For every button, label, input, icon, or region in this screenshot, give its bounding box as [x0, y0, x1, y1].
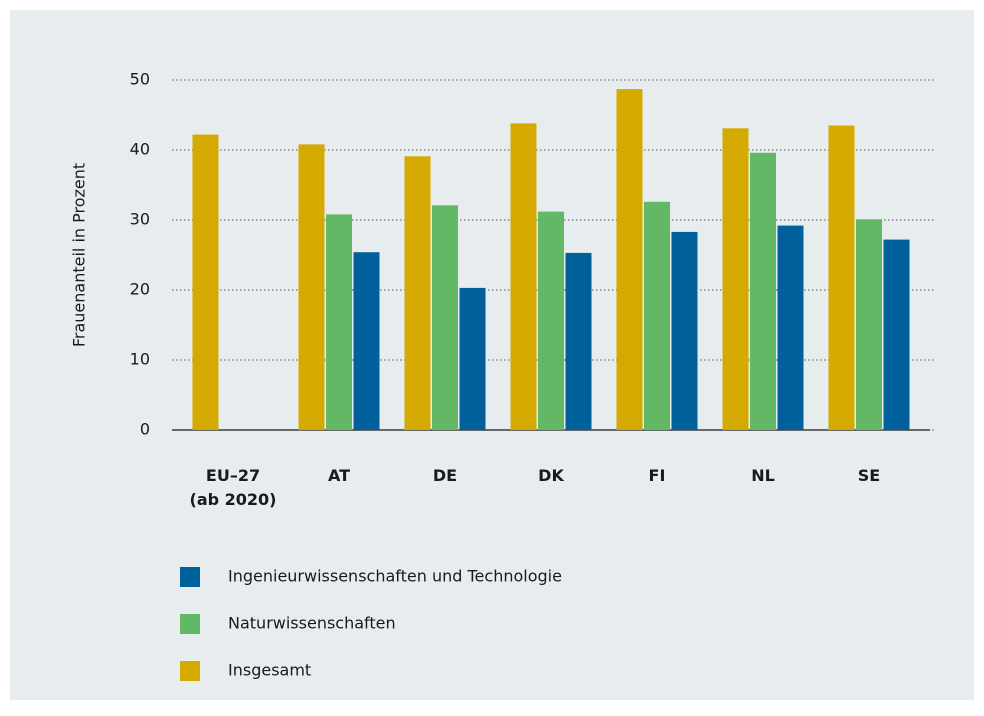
- legend-label: Ingenieurwissenschaften und Technologie: [228, 567, 562, 586]
- y-tick-label: 10: [130, 350, 150, 369]
- x-tick-label: AT: [327, 466, 351, 485]
- x-tick-label: NL: [751, 466, 775, 485]
- bar: [750, 152, 776, 431]
- y-axis-label: Frauenanteil in Prozent: [70, 163, 89, 347]
- legend-label: Naturwissenschaften: [228, 614, 396, 633]
- x-tick-label: SE: [857, 466, 881, 485]
- y-tick-label: 50: [130, 70, 150, 89]
- bar: [404, 156, 431, 431]
- panel: [10, 10, 974, 700]
- bar: [353, 252, 380, 430]
- bar: [777, 225, 804, 430]
- bar: [538, 211, 564, 430]
- bar: [616, 89, 643, 430]
- y-tick-label: 0: [140, 420, 150, 439]
- bar: [828, 125, 855, 430]
- legend-swatch: [180, 567, 200, 587]
- bar: [856, 219, 882, 430]
- x-tick-label: DE: [432, 466, 458, 485]
- bar: [298, 144, 325, 430]
- x-tick-label: DK: [538, 466, 564, 485]
- bar: [459, 287, 486, 430]
- y-tick-label: 40: [130, 140, 150, 159]
- legend-swatch: [180, 614, 200, 634]
- bar: [883, 239, 910, 430]
- bar: [722, 128, 749, 431]
- bar: [644, 201, 670, 430]
- bar: [671, 231, 698, 430]
- bar: [326, 214, 352, 430]
- bar: [192, 134, 219, 430]
- x-tick-label: EU–27 (ab 2020): [189, 466, 277, 509]
- bar: [510, 123, 537, 431]
- bar: [565, 252, 592, 430]
- legend-label: Insgesamt: [228, 661, 311, 680]
- y-tick-label: 30: [130, 210, 150, 229]
- x-tick-label: FI: [648, 466, 666, 485]
- y-tick-label: 20: [130, 280, 150, 299]
- legend-swatch: [180, 661, 200, 681]
- bar: [432, 205, 458, 430]
